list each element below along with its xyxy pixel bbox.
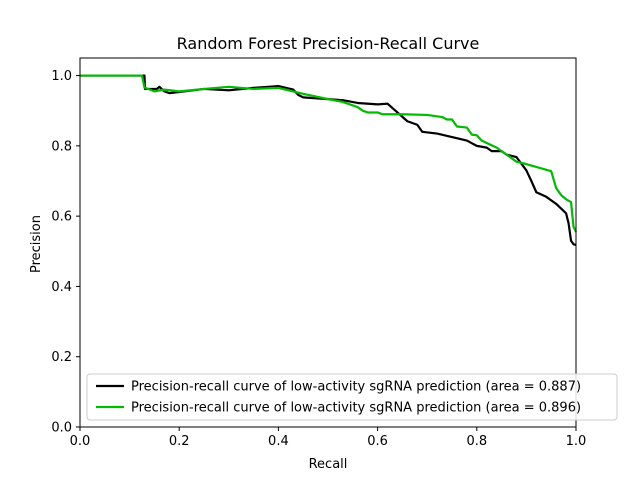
y-tick-label: 0.0 — [51, 421, 72, 436]
legend: Precision-recall curve of low-activity s… — [86, 373, 618, 421]
series-line-2 — [80, 74, 577, 233]
axes-frame — [79, 57, 577, 428]
x-tick-label: 0.4 — [268, 434, 289, 449]
y-tick-label: 0.2 — [51, 350, 72, 365]
legend-label-1: Precision-recall curve of low-activity s… — [131, 380, 581, 395]
chart-title: Random Forest Precision-Recall Curve — [177, 34, 480, 53]
legend-label-2: Precision-recall curve of low-activity s… — [131, 401, 581, 416]
x-tick-label: 0.8 — [466, 434, 487, 449]
plot-area — [79, 57, 577, 428]
x-axis-label: Recall — [309, 457, 348, 472]
y-tick-label: 0.6 — [51, 210, 72, 225]
y-tick-label: 0.8 — [51, 139, 72, 154]
x-tick-label: 0.6 — [367, 434, 388, 449]
x-tick-label: 1.0 — [566, 434, 587, 449]
y-tick-label: 1.0 — [51, 69, 72, 84]
y-axis-label: Precision — [29, 215, 44, 273]
x-tick-label: 0.2 — [169, 434, 190, 449]
x-tick-label: 0.0 — [70, 434, 91, 449]
legend-box — [86, 373, 618, 421]
y-tick-label: 0.4 — [51, 280, 72, 295]
axis-ticks: 0.0 0.2 0.4 0.6 0.8 1.0 0.0 0.2 0.4 0.6 0.8 1.0 — [51, 69, 586, 449]
